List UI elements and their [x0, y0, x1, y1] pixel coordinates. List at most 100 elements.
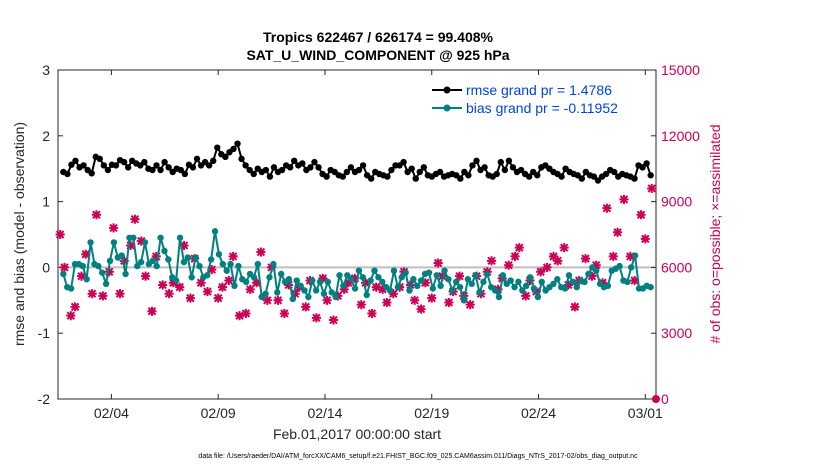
bias-point: [464, 276, 472, 283]
bias-point: [460, 297, 468, 304]
obs-count-marker: [521, 291, 531, 301]
bias-point: [176, 234, 184, 241]
obs-count-marker: [126, 240, 136, 251]
bias-point: [511, 283, 518, 291]
rmse-point: [72, 157, 79, 165]
bias-point: [437, 282, 444, 290]
obs-count-marker: [202, 286, 213, 297]
obs-count-marker: [388, 289, 398, 299]
y-right-tick-label: 12000: [661, 128, 700, 144]
bias-point: [336, 272, 343, 279]
bias-point: [87, 239, 94, 246]
rmse-point: [594, 177, 602, 184]
bias-point: [320, 290, 328, 297]
rmse-point: [270, 164, 278, 171]
obs-count-marker: [350, 273, 360, 283]
obs-count-marker: [343, 278, 354, 288]
obs-count-marker: [378, 284, 388, 294]
obs-count-marker: [175, 282, 185, 292]
bias-point: [456, 283, 464, 291]
chart-title-line1: Tropics 622467 / 626174 = 99.408%: [263, 29, 494, 45]
bias-point: [554, 276, 561, 283]
obs-count-marker: [619, 194, 629, 204]
rmse-point: [141, 158, 148, 166]
obs-count-marker: [245, 284, 255, 294]
y-tick-label: 3: [42, 62, 50, 78]
rmse-point: [157, 166, 164, 174]
rmse-point: [412, 175, 419, 182]
bias-point: [351, 285, 359, 292]
obs-count-marker: [444, 297, 454, 308]
bias-point: [526, 274, 534, 281]
bias-point: [274, 289, 281, 296]
obs-count-marker: [542, 262, 552, 272]
y-right-tick-label: 6000: [661, 259, 692, 275]
bias-point: [106, 257, 114, 265]
obs-count-marker: [454, 271, 465, 281]
rmse-point: [578, 175, 586, 182]
bias-point: [604, 282, 612, 290]
bias-point: [242, 278, 250, 286]
rmse-point: [88, 170, 95, 177]
bias-point: [227, 260, 234, 268]
obs-count-marker: [636, 210, 646, 220]
obs-count-marker: [147, 306, 157, 316]
rmse-point: [100, 162, 108, 169]
bias-point: [192, 254, 199, 261]
rmse-point: [525, 173, 533, 180]
rmse-point: [96, 155, 103, 163]
obs-count-marker: [59, 262, 69, 272]
bias-point: [305, 293, 312, 301]
obs-count-marker: [548, 251, 559, 261]
rmse-point: [286, 164, 294, 171]
rmse-point: [501, 166, 509, 174]
obs-count-marker: [158, 280, 168, 290]
bias-point: [375, 274, 382, 281]
rmse-point: [469, 162, 476, 169]
rmse-point: [416, 168, 423, 176]
bias-point: [561, 285, 569, 292]
bias-point: [95, 262, 102, 270]
rmse-point: [517, 166, 525, 174]
y-tick-label: -2: [38, 391, 51, 407]
rmse-point: [214, 144, 221, 151]
y-right-tick-label: 0: [661, 391, 669, 407]
bias-point: [118, 252, 125, 259]
x-axis: 02/04 02/09 02/14 02/19 02/24 03/01: [94, 70, 663, 421]
bias-point: [347, 276, 355, 283]
bias-point: [79, 262, 86, 270]
obs-count-marker: [87, 289, 97, 299]
bias-point: [417, 277, 425, 284]
x-tick-label: 02/14: [307, 405, 342, 421]
rmse-point: [457, 175, 464, 182]
bias-point: [534, 293, 542, 301]
bias-series: [60, 228, 654, 304]
bias-point: [394, 283, 402, 291]
x-tick-label: 02/04: [94, 405, 129, 421]
obs-count-marker: [66, 311, 76, 321]
bias-point: [219, 260, 227, 268]
rmse-point: [639, 164, 646, 171]
rmse-point: [493, 170, 500, 178]
obs-count-marker: [504, 260, 514, 270]
rmse-point: [465, 172, 472, 179]
bias-point: [180, 258, 188, 266]
obs-count-marker: [70, 302, 80, 312]
obs-count-marker: [168, 278, 178, 288]
y-tick-label: 0: [42, 259, 50, 275]
rmse-series: [60, 140, 654, 184]
obs-count-marker: [185, 293, 195, 303]
obs-count-marker: [228, 251, 238, 261]
bias-point: [499, 272, 507, 279]
rmse-point: [222, 153, 229, 161]
bias-point: [297, 282, 304, 290]
rmse-point: [343, 168, 351, 176]
rmse-point: [311, 158, 318, 166]
bias-point: [188, 274, 195, 281]
rmse-point: [436, 168, 444, 176]
rmse-point: [643, 160, 650, 167]
obs-count-marker: [224, 276, 234, 286]
y-right-tick-label: 15000: [661, 62, 700, 78]
bias-point: [196, 262, 203, 270]
